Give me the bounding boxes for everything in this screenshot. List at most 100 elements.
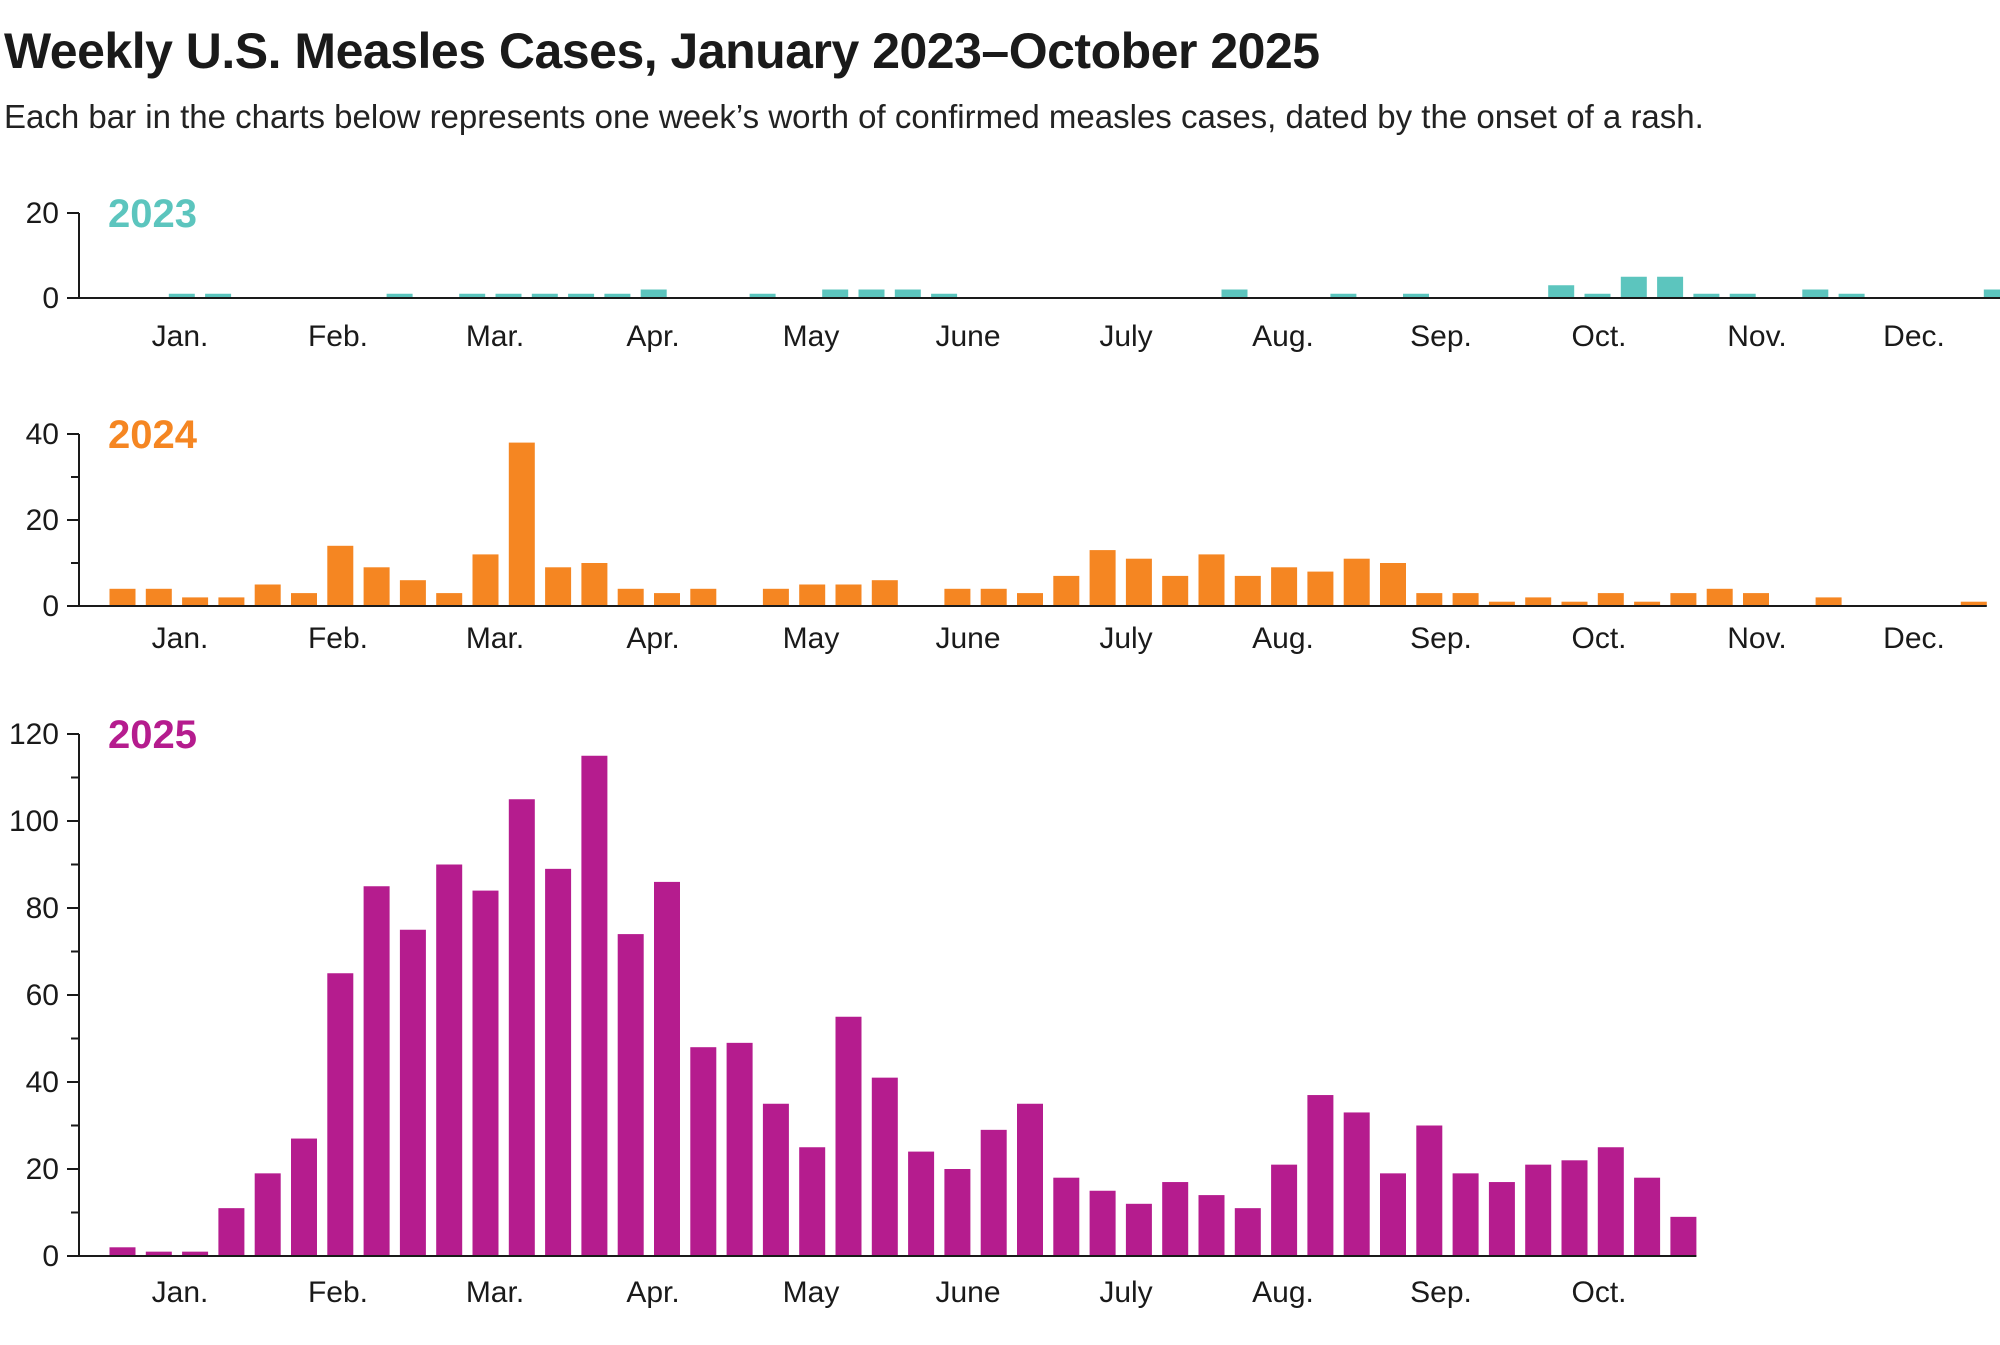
year-label-2023: 2023 bbox=[108, 192, 197, 236]
bar-2025-week-11 bbox=[472, 890, 499, 1256]
bar-2023-week-34 bbox=[1330, 293, 1357, 298]
month-label-2025: Feb. bbox=[308, 1276, 368, 1309]
bar-2024-week-17 bbox=[690, 588, 717, 606]
bar-2025-week-36 bbox=[1380, 1173, 1406, 1256]
bar-2024-week-24 bbox=[944, 588, 971, 606]
bar-2024-week-12 bbox=[508, 442, 535, 606]
y-tick-label-2024: 20 bbox=[26, 504, 59, 537]
bar-2024-week-31 bbox=[1198, 554, 1225, 606]
bar-2025-week-6 bbox=[291, 1138, 317, 1256]
month-label-2024: Nov. bbox=[1727, 622, 1786, 655]
bar-2025-week-38 bbox=[1452, 1173, 1479, 1256]
bar-2025-week-23 bbox=[908, 1151, 935, 1256]
bar-2023-week-21 bbox=[858, 289, 885, 298]
chart-title: Weekly U.S. Measles Cases, January 2023–… bbox=[4, 23, 1320, 79]
month-label-2024: July bbox=[1099, 622, 1152, 655]
month-label-2025: Aug. bbox=[1252, 1276, 1314, 1309]
bar-2024-week-10 bbox=[436, 593, 463, 606]
bar-2023-week-40 bbox=[1548, 285, 1575, 298]
month-label-2025: Oct. bbox=[1571, 1276, 1626, 1309]
bar-2024-week-26 bbox=[1017, 593, 1043, 606]
bar-2025-week-31 bbox=[1198, 1195, 1225, 1256]
bar-2025-week-25 bbox=[980, 1129, 1007, 1256]
y-tick-label-2025: 120 bbox=[9, 718, 59, 751]
bar-2025-week-15 bbox=[617, 934, 644, 1256]
y-tick-label-2025: 20 bbox=[26, 1153, 59, 1186]
month-label-2025: Jan. bbox=[152, 1276, 209, 1309]
bar-2024-week-32 bbox=[1234, 575, 1261, 606]
bar-2024-week-11 bbox=[472, 554, 499, 606]
bar-2023-week-15 bbox=[640, 289, 667, 298]
month-label-2023: Oct. bbox=[1571, 320, 1626, 353]
month-label-2025: July bbox=[1099, 1276, 1152, 1309]
y-tick-label-2024: 40 bbox=[26, 418, 59, 451]
month-label-2023: Mar. bbox=[466, 320, 524, 353]
bar-2025-week-29 bbox=[1125, 1203, 1152, 1256]
y-tick-label-2025: 60 bbox=[26, 979, 59, 1012]
bar-2023-week-31 bbox=[1221, 289, 1248, 298]
bar-2025-week-37 bbox=[1416, 1125, 1443, 1256]
month-label-2023: Sep. bbox=[1410, 320, 1472, 353]
bar-2024-week-9 bbox=[399, 580, 426, 606]
bar-2025-week-8 bbox=[363, 886, 390, 1256]
bar-2025-week-4 bbox=[218, 1208, 245, 1256]
bar-2023-week-47 bbox=[1802, 289, 1829, 298]
bar-2025-week-22 bbox=[871, 1077, 898, 1256]
year-label-2024: 2024 bbox=[108, 413, 198, 457]
bar-2024-week-38 bbox=[1452, 593, 1479, 606]
bar-2025-week-21 bbox=[835, 1016, 862, 1256]
y-tick-label-2025: 80 bbox=[26, 892, 59, 925]
month-label-2024: Oct. bbox=[1571, 622, 1626, 655]
bar-2023-week-3 bbox=[205, 293, 232, 298]
bar-2024-week-27 bbox=[1053, 575, 1080, 606]
bar-2023-week-23 bbox=[931, 293, 958, 298]
bar-2025-week-44 bbox=[1670, 1216, 1697, 1256]
bar-2024-week-20 bbox=[799, 584, 826, 606]
bar-2024-week-7 bbox=[327, 545, 354, 606]
bar-2023-week-13 bbox=[568, 293, 595, 298]
bar-2025-week-30 bbox=[1162, 1182, 1189, 1256]
bar-2025-week-40 bbox=[1525, 1164, 1552, 1256]
month-label-2024: Apr. bbox=[626, 622, 679, 655]
bar-2023-week-45 bbox=[1729, 293, 1756, 298]
bar-2023-week-36 bbox=[1403, 293, 1429, 298]
month-label-2025: Mar. bbox=[466, 1276, 524, 1309]
bar-2024-week-48 bbox=[1815, 597, 1842, 606]
bar-2024-week-35 bbox=[1343, 558, 1370, 606]
bar-2024-week-4 bbox=[218, 597, 245, 606]
month-label-2023: Apr. bbox=[626, 320, 679, 353]
y-tick-label-2023: 0 bbox=[42, 282, 59, 315]
bar-2025-week-19 bbox=[762, 1103, 789, 1256]
bar-2025-week-18 bbox=[726, 1042, 753, 1256]
bar-2024-week-36 bbox=[1380, 563, 1406, 606]
bar-2024-week-13 bbox=[545, 567, 572, 606]
bar-2025-week-3 bbox=[182, 1251, 209, 1256]
bar-2025-week-17 bbox=[690, 1047, 717, 1256]
bar-2023-week-12 bbox=[531, 293, 558, 298]
y-tick-label-2023: 20 bbox=[26, 197, 59, 230]
year-label-2025: 2025 bbox=[108, 713, 197, 757]
month-label-2024: Mar. bbox=[466, 622, 524, 655]
bar-2024-week-5 bbox=[254, 584, 281, 606]
bar-2025-week-27 bbox=[1053, 1177, 1080, 1256]
bar-2025-week-16 bbox=[654, 881, 680, 1256]
month-label-2023: Dec. bbox=[1883, 320, 1945, 353]
bar-2023-week-18 bbox=[749, 293, 776, 298]
bar-2025-week-32 bbox=[1234, 1208, 1261, 1256]
bar-2025-week-34 bbox=[1307, 1095, 1334, 1256]
bar-2025-week-33 bbox=[1271, 1164, 1298, 1256]
month-label-2024: Aug. bbox=[1252, 622, 1314, 655]
bar-2023-week-10 bbox=[459, 293, 486, 298]
bar-2025-week-35 bbox=[1343, 1112, 1370, 1256]
bar-2024-week-28 bbox=[1089, 550, 1116, 606]
bar-2025-week-5 bbox=[254, 1173, 281, 1256]
bar-2024-week-22 bbox=[871, 580, 898, 606]
bar-2024-week-25 bbox=[980, 588, 1007, 606]
bar-2023-week-44 bbox=[1693, 293, 1720, 298]
bar-2025-week-20 bbox=[799, 1147, 826, 1256]
bar-2024-week-14 bbox=[581, 563, 608, 606]
bar-2024-week-52 bbox=[1960, 601, 1987, 606]
bar-2024-week-1 bbox=[109, 588, 136, 606]
bar-2024-week-39 bbox=[1488, 601, 1515, 606]
